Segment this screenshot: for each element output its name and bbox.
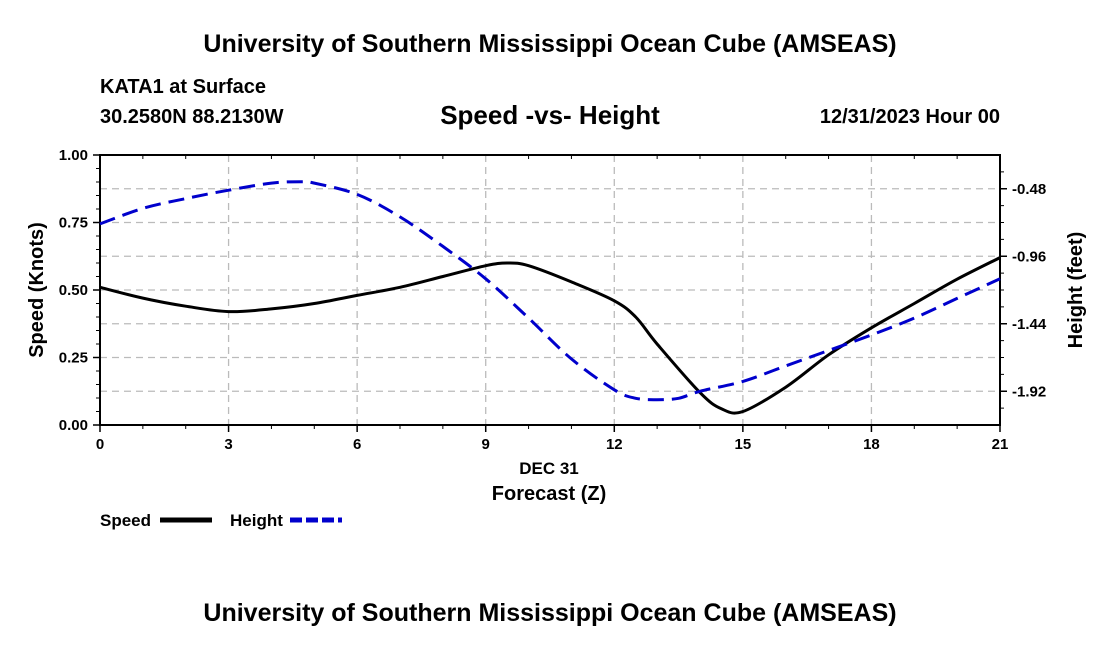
legend-label-speed: Speed	[100, 511, 151, 530]
chart-subtitle: Speed -vs- Height	[440, 100, 660, 130]
x-tick-label: 18	[863, 436, 880, 453]
station-label: KATA1 at Surface	[100, 76, 266, 98]
series-line-speed	[99, 256, 1001, 415]
series-layer	[99, 180, 1001, 415]
x-tick-label: 3	[224, 436, 232, 453]
y-left-tick-label: 0.75	[59, 215, 88, 232]
x-tick-label: 9	[482, 436, 490, 453]
x-tick-label: 15	[735, 436, 752, 453]
x-tick-label: 6	[353, 436, 361, 453]
y-axis-left-label: Speed (Knots)	[26, 222, 48, 358]
y-left-tick-label: 0.25	[59, 350, 88, 367]
series-line-height	[99, 180, 1001, 402]
grid-layer	[100, 155, 1000, 425]
ticks-layer: 0 3 6 9 12 15 18 21 0.00 0.25 0.50 0.75 1.00 -0.48 -0.…	[59, 147, 1047, 453]
chart-title: University of Southern Mississippi Ocean…	[203, 30, 897, 58]
y-right-tick-label: -1.92	[1012, 383, 1046, 400]
forecast-datetime: 12/31/2023 Hour 00	[819, 106, 1000, 128]
y-right-tick-label: -1.44	[1012, 316, 1047, 333]
y-left-tick-label: 1.00	[59, 147, 88, 164]
x-tick-label: 21	[992, 436, 1009, 453]
station-coordinates: 30.2580N 88.2130W	[100, 106, 284, 128]
legend-label-height: Height	[230, 511, 283, 530]
x-axis-date-label: DEC 31	[519, 459, 579, 478]
legend: Speed Height	[100, 511, 342, 530]
x-tick-label: 0	[96, 436, 104, 453]
labels-layer: DEC 31 Forecast (Z) Speed (Knots) Height…	[26, 222, 1087, 505]
y-right-tick-label: -0.96	[1012, 248, 1046, 265]
y-left-tick-label: 0.00	[59, 417, 88, 434]
x-axis-label: Forecast (Z)	[492, 483, 606, 505]
x-tick-label: 12	[606, 436, 623, 453]
y-left-tick-label: 0.50	[59, 282, 88, 299]
footer-title: University of Southern Mississippi Ocean…	[203, 599, 897, 627]
y-right-tick-label: -0.48	[1012, 181, 1046, 198]
y-axis-right-label: Height (feet)	[1065, 232, 1087, 349]
